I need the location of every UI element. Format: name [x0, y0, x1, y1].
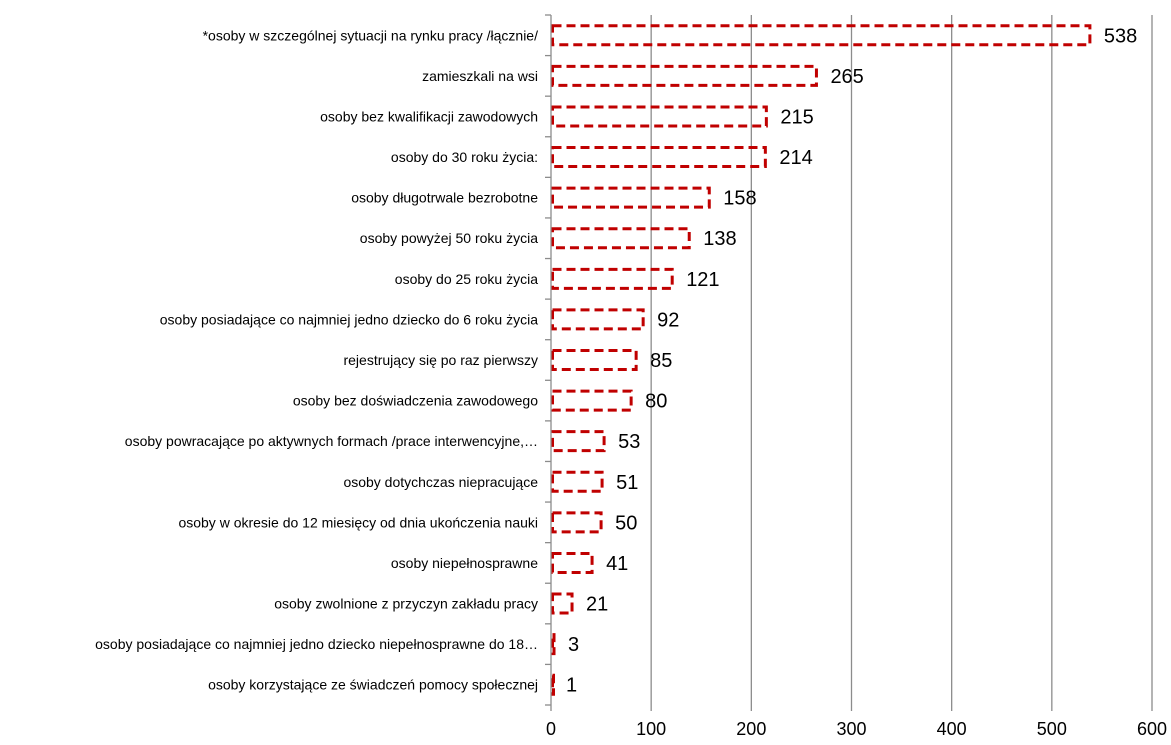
gridlines [650, 15, 1153, 705]
bar [551, 349, 638, 371]
category-label: *osoby w szczególnej sytuacji na rynku p… [203, 27, 538, 43]
category-label: osoby długotrwale bezrobotne [351, 190, 538, 206]
value-label: 1 [566, 675, 577, 697]
bar [551, 105, 768, 128]
x-tick-label: 200 [736, 719, 766, 739]
bar [551, 389, 633, 412]
category-label: osoby powracające po aktywnych formach /… [125, 433, 538, 449]
value-label: 51 [616, 472, 638, 494]
category-label: osoby bez doświadczenia zawodowego [293, 393, 538, 409]
category-labels: *osoby w szczególnej sytuacji na rynku p… [95, 27, 538, 692]
category-label: osoby do 25 roku życia [395, 271, 538, 287]
category-label: osoby do 30 roku życia: [391, 149, 538, 165]
value-label: 21 [586, 594, 608, 616]
value-label: 41 [606, 553, 628, 575]
category-label: osoby w okresie do 12 miesięcy od dnia u… [178, 514, 538, 530]
category-label: osoby bez kwalifikacji zawodowych [320, 108, 538, 124]
value-label: 85 [650, 350, 672, 372]
x-tick-label: 100 [636, 719, 666, 739]
x-tick-label: 0 [546, 719, 556, 739]
bar [551, 633, 556, 656]
x-tick-label: 500 [1037, 719, 1067, 739]
bars [551, 24, 1092, 696]
category-label: osoby korzystające ze świadczeń pomocy s… [208, 677, 538, 693]
value-label: 121 [686, 269, 719, 291]
category-label: osoby dotychczas niepracujące [343, 474, 538, 490]
value-label: 50 [615, 512, 637, 534]
axes [545, 14, 1153, 711]
bar [551, 267, 674, 290]
bar [551, 470, 604, 493]
x-tick-labels: 0 100 200 300 400 500 600 [546, 719, 1167, 739]
category-label: osoby niepełnosprawne [391, 555, 538, 571]
bar [551, 24, 1092, 47]
category-label: rejestrujący się po raz pierwszy [343, 352, 538, 368]
x-tick-label: 300 [836, 719, 866, 739]
bar [551, 227, 691, 250]
bar [551, 64, 818, 87]
value-label: 3 [568, 634, 579, 656]
bar [551, 430, 606, 453]
value-label: 80 [645, 391, 667, 413]
value-label: 265 [830, 66, 863, 88]
value-label: 215 [780, 106, 813, 128]
value-label: 92 [657, 309, 679, 331]
category-label: osoby posiadające co najmniej jedno dzie… [95, 636, 538, 652]
category-label: osoby powyżej 50 roku życia [360, 230, 538, 246]
value-label: 158 [723, 188, 756, 210]
value-label: 53 [618, 431, 640, 453]
value-label: 138 [703, 228, 736, 250]
category-label: osoby zwolnione z przyczyn zakładu pracy [274, 596, 538, 612]
x-tick-label: 400 [937, 719, 967, 739]
bar [551, 308, 645, 331]
category-label: osoby posiadające co najmniej jedno dzie… [160, 311, 538, 327]
bar [551, 186, 711, 209]
bar [551, 511, 603, 534]
bar [551, 592, 574, 615]
bar [551, 551, 594, 574]
bar [551, 673, 555, 696]
category-label: zamieszkali na wsi [422, 68, 538, 84]
bar [551, 146, 767, 169]
value-label: 538 [1104, 25, 1137, 47]
value-label: 214 [779, 147, 812, 169]
x-tick-label: 600 [1137, 719, 1167, 739]
